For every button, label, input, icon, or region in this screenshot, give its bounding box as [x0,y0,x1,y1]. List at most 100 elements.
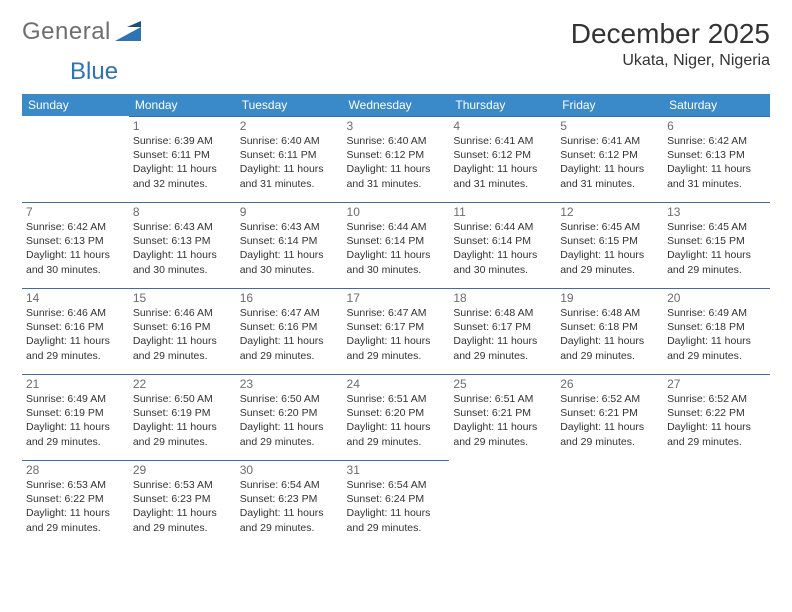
day-number: 5 [560,119,659,133]
day-cell: 10Sunrise: 6:44 AMSunset: 6:14 PMDayligh… [343,202,450,288]
calendar-week-row: 28Sunrise: 6:53 AMSunset: 6:22 PMDayligh… [22,460,770,546]
sunrise-line: Sunrise: 6:40 AM [347,134,446,148]
sunrise-line: Sunrise: 6:42 AM [667,134,766,148]
day-cell: 13Sunrise: 6:45 AMSunset: 6:15 PMDayligh… [663,202,770,288]
day-cell: 21Sunrise: 6:49 AMSunset: 6:19 PMDayligh… [22,374,129,460]
logo-mark-icon [115,21,141,44]
daylight-line: and 29 minutes. [560,263,659,277]
daylight-line: and 30 minutes. [453,263,552,277]
sunrise-line: Sunrise: 6:41 AM [453,134,552,148]
sunrise-line: Sunrise: 6:45 AM [560,220,659,234]
daylight-line: and 29 minutes. [453,349,552,363]
sunrise-line: Sunrise: 6:40 AM [240,134,339,148]
daylight-line: and 31 minutes. [453,177,552,191]
sunset-line: Sunset: 6:19 PM [26,406,125,420]
calendar-week-row: 7Sunrise: 6:42 AMSunset: 6:13 PMDaylight… [22,202,770,288]
daylight-line: Daylight: 11 hours [240,162,339,176]
day-number: 1 [133,119,232,133]
day-number: 23 [240,377,339,391]
calendar-cell: 30Sunrise: 6:54 AMSunset: 6:23 PMDayligh… [236,460,343,546]
sunset-line: Sunset: 6:13 PM [133,234,232,248]
calendar-cell: 28Sunrise: 6:53 AMSunset: 6:22 PMDayligh… [22,460,129,546]
sunset-line: Sunset: 6:13 PM [667,148,766,162]
daylight-line: Daylight: 11 hours [560,334,659,348]
daylight-line: Daylight: 11 hours [133,506,232,520]
sunset-line: Sunset: 6:11 PM [133,148,232,162]
day-cell: 22Sunrise: 6:50 AMSunset: 6:19 PMDayligh… [129,374,236,460]
calendar-cell: 12Sunrise: 6:45 AMSunset: 6:15 PMDayligh… [556,202,663,288]
day-cell: 27Sunrise: 6:52 AMSunset: 6:22 PMDayligh… [663,374,770,460]
day-number: 8 [133,205,232,219]
daylight-line: and 29 minutes. [560,349,659,363]
calendar-body: 1Sunrise: 6:39 AMSunset: 6:11 PMDaylight… [22,116,770,546]
day-cell: 30Sunrise: 6:54 AMSunset: 6:23 PMDayligh… [236,460,343,546]
day-number: 16 [240,291,339,305]
sunset-line: Sunset: 6:11 PM [240,148,339,162]
calendar-cell: 1Sunrise: 6:39 AMSunset: 6:11 PMDaylight… [129,116,236,202]
day-cell: 14Sunrise: 6:46 AMSunset: 6:16 PMDayligh… [22,288,129,374]
daylight-line: and 31 minutes. [240,177,339,191]
day-number: 21 [26,377,125,391]
daylight-line: and 29 minutes. [133,521,232,535]
weekday-header: Tuesday [236,94,343,116]
sunrise-line: Sunrise: 6:51 AM [347,392,446,406]
day-number: 24 [347,377,446,391]
location: Ukata, Niger, Nigeria [571,52,770,70]
calendar-cell: 31Sunrise: 6:54 AMSunset: 6:24 PMDayligh… [343,460,450,546]
sunset-line: Sunset: 6:17 PM [347,320,446,334]
day-number: 4 [453,119,552,133]
sunrise-line: Sunrise: 6:52 AM [560,392,659,406]
sunrise-line: Sunrise: 6:54 AM [240,478,339,492]
sunset-line: Sunset: 6:21 PM [560,406,659,420]
calendar-cell: 3Sunrise: 6:40 AMSunset: 6:12 PMDaylight… [343,116,450,202]
day-number: 19 [560,291,659,305]
day-number: 3 [347,119,446,133]
sunrise-line: Sunrise: 6:48 AM [560,306,659,320]
sunset-line: Sunset: 6:14 PM [453,234,552,248]
day-number: 30 [240,463,339,477]
calendar-cell [449,460,556,546]
day-number: 29 [133,463,232,477]
day-cell: 24Sunrise: 6:51 AMSunset: 6:20 PMDayligh… [343,374,450,460]
sunset-line: Sunset: 6:17 PM [453,320,552,334]
daylight-line: Daylight: 11 hours [133,248,232,262]
daylight-line: Daylight: 11 hours [133,334,232,348]
sunset-line: Sunset: 6:16 PM [26,320,125,334]
day-number: 10 [347,205,446,219]
day-number: 15 [133,291,232,305]
sunrise-line: Sunrise: 6:54 AM [347,478,446,492]
day-cell: 7Sunrise: 6:42 AMSunset: 6:13 PMDaylight… [22,202,129,288]
calendar-cell [556,460,663,546]
day-number: 9 [240,205,339,219]
day-number: 20 [667,291,766,305]
daylight-line: and 29 minutes. [240,521,339,535]
weekday-row: SundayMondayTuesdayWednesdayThursdayFrid… [22,94,770,116]
calendar-cell [663,460,770,546]
daylight-line: Daylight: 11 hours [133,420,232,434]
day-cell: 23Sunrise: 6:50 AMSunset: 6:20 PMDayligh… [236,374,343,460]
daylight-line: and 29 minutes. [347,521,446,535]
day-cell: 15Sunrise: 6:46 AMSunset: 6:16 PMDayligh… [129,288,236,374]
sunset-line: Sunset: 6:15 PM [667,234,766,248]
calendar-cell: 11Sunrise: 6:44 AMSunset: 6:14 PMDayligh… [449,202,556,288]
daylight-line: and 29 minutes. [453,435,552,449]
weekday-header: Thursday [449,94,556,116]
calendar-cell [22,116,129,202]
sunrise-line: Sunrise: 6:50 AM [240,392,339,406]
sunset-line: Sunset: 6:20 PM [347,406,446,420]
day-number: 13 [667,205,766,219]
sunset-line: Sunset: 6:12 PM [453,148,552,162]
calendar-cell: 2Sunrise: 6:40 AMSunset: 6:11 PMDaylight… [236,116,343,202]
sunset-line: Sunset: 6:21 PM [453,406,552,420]
calendar-cell: 17Sunrise: 6:47 AMSunset: 6:17 PMDayligh… [343,288,450,374]
sunrise-line: Sunrise: 6:43 AM [133,220,232,234]
sunset-line: Sunset: 6:23 PM [240,492,339,506]
weekday-header: Saturday [663,94,770,116]
daylight-line: and 30 minutes. [347,263,446,277]
sunrise-line: Sunrise: 6:46 AM [26,306,125,320]
daylight-line: Daylight: 11 hours [560,248,659,262]
sunset-line: Sunset: 6:12 PM [347,148,446,162]
daylight-line: Daylight: 11 hours [240,334,339,348]
logo: General [22,18,143,46]
calendar-cell: 29Sunrise: 6:53 AMSunset: 6:23 PMDayligh… [129,460,236,546]
